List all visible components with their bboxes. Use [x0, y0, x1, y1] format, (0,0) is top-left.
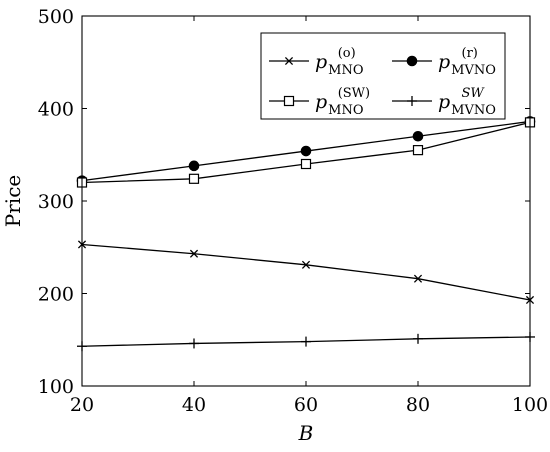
x-tick-label: 40	[182, 394, 206, 416]
legend-entry: pMVNOSW	[392, 86, 496, 118]
series-x	[77, 240, 535, 305]
x-axis-label: B	[298, 421, 314, 445]
plot-frame	[81, 15, 531, 387]
legend-box	[260, 32, 506, 120]
series-line	[81, 243, 531, 301]
data-point	[300, 158, 312, 170]
data-point	[413, 274, 423, 283]
legend-label: pMNO(o)	[315, 46, 364, 78]
y-tick-label: 200	[38, 284, 74, 306]
legend-label: pMVNO(r)	[438, 46, 496, 78]
data-point	[188, 173, 200, 184]
x-tick-labels: 20 40 60 80 100	[70, 394, 548, 416]
y-tick-label: 300	[38, 191, 74, 213]
legend-entry: pMNO(o)	[269, 46, 364, 78]
legend-entry: pMNO(SW)	[269, 86, 370, 118]
legend-marker	[284, 56, 294, 66]
series-plus	[77, 331, 535, 352]
data-point	[189, 338, 199, 349]
legend-entry: pMVNO(r)	[392, 46, 496, 78]
y-tick-label: 400	[38, 99, 74, 121]
legend-label: pMVNOSW	[438, 86, 496, 118]
y-axis-label: Price	[1, 175, 25, 227]
x-tick-label: 60	[294, 394, 318, 416]
legend-marker	[407, 96, 417, 106]
data-point	[301, 260, 311, 269]
plot-series	[76, 116, 536, 352]
x-tick-label: 20	[70, 394, 94, 416]
y-tick-label: 100	[38, 376, 74, 398]
x-tick-label: 80	[406, 394, 430, 416]
data-point	[189, 249, 199, 258]
y-tick-labels: 100 200 300 400 500	[38, 6, 74, 398]
y-tick-label: 500	[38, 6, 74, 28]
legend-label: pMNO(SW)	[315, 86, 370, 118]
x-tick-label: 100	[512, 394, 548, 416]
data-point	[412, 145, 424, 156]
data-point	[413, 333, 423, 344]
data-point	[300, 145, 312, 157]
legend: pMNO(o) pMVNO(r) pMNO(SW) pMVNOSW	[260, 32, 506, 120]
legend-marker	[283, 95, 295, 107]
data-point	[301, 336, 311, 347]
data-point	[188, 160, 200, 172]
data-point	[412, 130, 424, 142]
series-circle	[76, 116, 536, 186]
legend-marker	[406, 55, 418, 67]
